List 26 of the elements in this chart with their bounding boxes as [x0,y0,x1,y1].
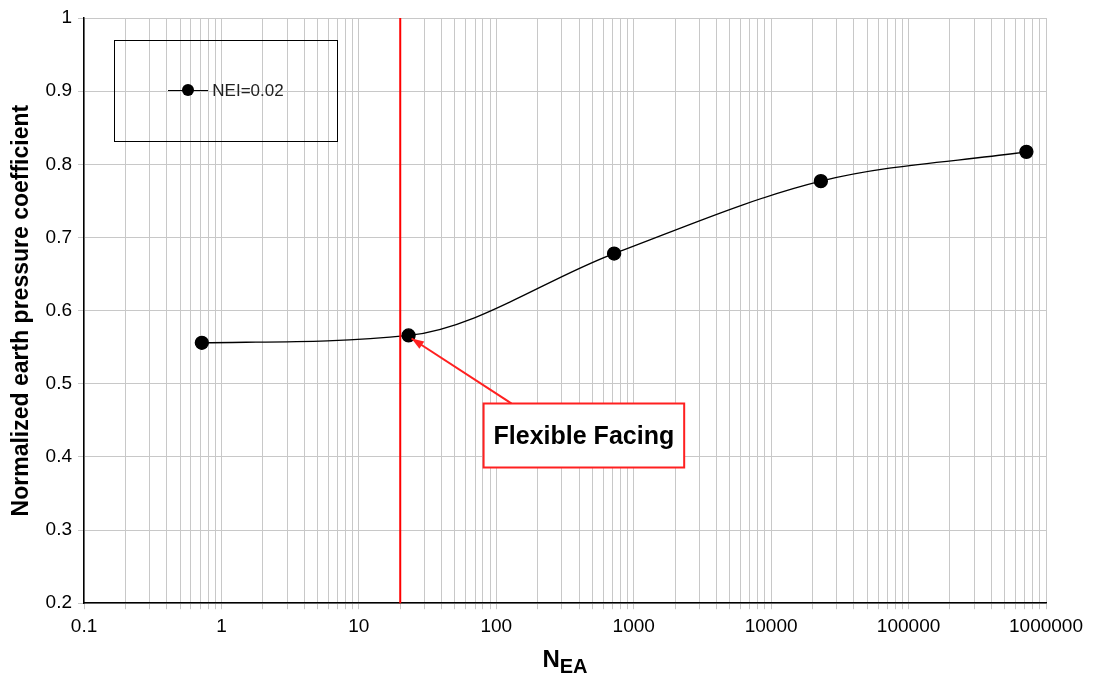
x-tick-label: 1000 [612,614,655,636]
y-tick-label: 0.6 [45,298,73,320]
x-tick-label: 100000 [876,614,941,636]
x-axis-title: N$_{EA}$ [542,645,588,678]
y-tick-label: 0.5 [45,371,73,393]
point [606,246,622,261]
y-tick-label: 0.2 [45,591,73,613]
x-tick-label: 10000 [744,614,798,636]
x-tick-label: 1 [216,614,227,636]
y-tick-label: 1 [61,6,73,28]
point [813,173,829,189]
point [1019,144,1034,160]
y-tick-label: 0.8 [45,152,73,174]
annotation: Flexible Facing [493,421,675,450]
y-tick-label: 0.9 [45,79,73,101]
y-tick-label: 0.7 [45,225,73,247]
x-tick-label: 1000000 [1009,614,1083,636]
y-axis-title: Normalized earth pressure coefficient [7,104,34,517]
point [401,328,416,343]
x-tick-label: 10 [348,614,370,636]
x-tick-label: 0.1 [70,614,98,636]
legend-label: NEI=0.02 [212,81,284,100]
point [194,335,209,350]
x-tick-label: 100 [480,614,513,636]
y-tick-label: 0.3 [45,518,73,540]
y-tick-label: 0.4 [45,445,73,467]
